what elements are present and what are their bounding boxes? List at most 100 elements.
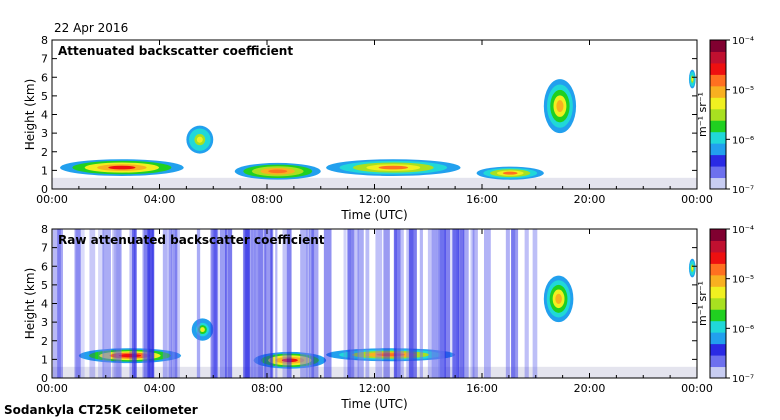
colorbar-segment: [710, 131, 726, 144]
noise-column: [143, 229, 150, 378]
feature-layer: [691, 266, 694, 271]
colorbar-tick-label: 10⁻⁷: [732, 374, 754, 385]
colorbar-segment: [710, 85, 726, 98]
colorbar-label: m⁻¹ sr⁻¹: [696, 92, 709, 137]
noise-column: [116, 229, 122, 378]
noise-column: [174, 229, 178, 378]
feature-cloud: [186, 125, 214, 154]
noise-column: [168, 229, 173, 378]
noise-column: [463, 229, 469, 378]
feature-layer: [691, 77, 694, 82]
surface-haze: [52, 177, 697, 189]
feature-layer: [502, 171, 518, 175]
noise-column: [254, 229, 263, 378]
feature-low-cloud: [476, 166, 544, 180]
colorbar-tick-label: 10⁻⁴: [732, 36, 754, 47]
noise-column: [112, 229, 121, 378]
x-tick-label: 00:00: [36, 193, 68, 206]
x-tick-label: 20:00: [574, 382, 606, 395]
feature-layer: [200, 327, 205, 333]
noise-column: [98, 229, 105, 378]
y-tick-label: 8: [41, 223, 48, 236]
feature-cloud: [191, 318, 214, 341]
x-tick-label: 04:00: [144, 193, 176, 206]
y-tick-label: 7: [41, 53, 48, 66]
noise-column: [347, 229, 352, 378]
noise-column: [383, 229, 390, 378]
noise-column: [282, 229, 287, 378]
y-tick-label: 5: [41, 90, 48, 103]
noise-column: [349, 229, 355, 378]
x-tick-label: 08:00: [251, 382, 283, 395]
panel-title: Attenuated backscatter coefficient: [58, 44, 293, 58]
colorbar-segment: [710, 343, 726, 356]
y-tick-label: 8: [41, 34, 48, 47]
y-tick-label: 4: [41, 109, 48, 122]
noise-column: [419, 229, 423, 378]
colorbar-frame: [709, 228, 727, 379]
noise-column: [146, 229, 154, 378]
colorbar-frame: [709, 39, 727, 190]
noise-column: [196, 229, 201, 378]
colorbar-segment: [710, 229, 726, 241]
y-tick-label: 7: [41, 242, 48, 255]
noise-column: [225, 229, 228, 378]
colorbar-tick-label: 10⁻⁶: [732, 324, 754, 335]
noise-column: [483, 229, 491, 378]
noise-column: [167, 229, 176, 378]
noise-column: [300, 229, 308, 378]
x-tick-label: 08:00: [251, 193, 283, 206]
feature-layer: [108, 165, 136, 170]
colorbar-segment: [710, 286, 726, 299]
y-axis-label: Height (km): [23, 268, 37, 339]
feature-cloud: [543, 275, 574, 323]
noise-column: [396, 229, 404, 378]
y-tick-label: 3: [41, 316, 48, 329]
noise-column: [532, 229, 538, 378]
noise-column: [133, 229, 137, 378]
noise-column: [357, 229, 364, 378]
colorbar-segment: [710, 274, 726, 287]
noise-column: [451, 229, 459, 378]
colorbar-segment: [710, 263, 726, 276]
colorbar-segment: [710, 74, 726, 87]
feature-layer: [268, 169, 288, 174]
noise-column: [275, 229, 278, 378]
panel-raw: 0 1 2 3 4 5 6 7 8 00:00 04:00 08:00 12:00 16:00 20:00 0…: [23, 223, 754, 411]
noise-column: [511, 229, 516, 378]
y-tick-label: 6: [41, 71, 48, 84]
noise-column: [162, 229, 168, 378]
noise-column: [438, 229, 445, 378]
colorbar-segment: [710, 62, 726, 75]
noise-column: [76, 229, 85, 378]
noise-column: [210, 229, 217, 378]
colorbar-segment: [710, 97, 726, 110]
noise-column: [343, 229, 347, 378]
feature-cloud: [688, 69, 696, 89]
colorbar-segment: [710, 143, 726, 156]
y-tick-label: 1: [41, 164, 48, 177]
x-tick-label: 12:00: [359, 382, 391, 395]
y-tick-label: 5: [41, 279, 48, 292]
x-axis-label: Time (UTC): [340, 397, 407, 411]
colorbar-label: m⁻¹ sr⁻¹: [696, 281, 709, 326]
y-axis-label: Height (km): [23, 79, 37, 150]
noise-column: [459, 229, 465, 378]
x-tick-label: 16:00: [466, 382, 498, 395]
noise-column: [129, 229, 135, 378]
colorbar-segment: [710, 108, 726, 121]
y-tick-label: 2: [41, 146, 48, 159]
colorbar-tick-label: 10⁻⁶: [732, 135, 754, 146]
noise-column: [437, 229, 442, 378]
feature-layer: [378, 165, 409, 170]
x-tick-label: 20:00: [574, 193, 606, 206]
noise-column: [250, 229, 258, 378]
panel-title: Raw attenuated backscatter coefficient: [58, 233, 325, 247]
noise-column: [436, 229, 445, 378]
y-tick-label: 3: [41, 127, 48, 140]
panel-attenuated: 0 1 2 3 4 5 6 7 8 00:00 04:00 08:00 12:00 16:00 20:00 0…: [23, 34, 754, 222]
noise-column: [395, 229, 401, 378]
noise-column: [311, 229, 319, 378]
colorbar-segment: [710, 297, 726, 310]
